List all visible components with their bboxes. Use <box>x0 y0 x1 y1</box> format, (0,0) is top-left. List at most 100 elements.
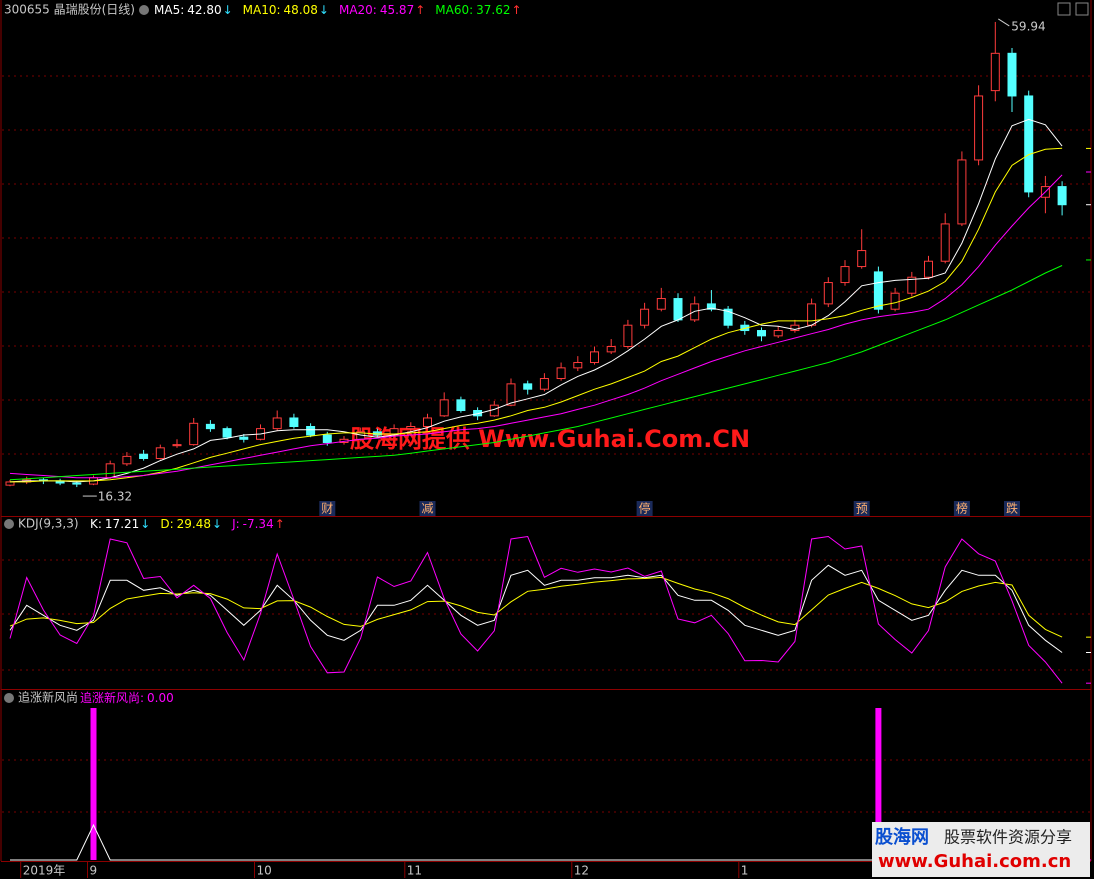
candle-body <box>623 324 633 348</box>
event-label: 预 <box>856 502 868 516</box>
candle-body <box>155 447 165 459</box>
watermark: 股海网提供 Www.Guhai.Com.CN <box>350 425 750 453</box>
event-label: 停 <box>639 501 651 516</box>
candle-body <box>222 428 232 438</box>
logo-slogan: 股票软件资源分享 <box>944 828 1072 847</box>
candle-body <box>690 303 700 321</box>
event-box <box>953 501 970 516</box>
x-tick-label: 10 <box>257 864 272 878</box>
candle-body <box>723 308 733 326</box>
legend-name: 追涨新风尚: <box>80 690 144 705</box>
event-label: 榜 <box>956 501 968 516</box>
candle-body <box>322 434 332 443</box>
signal-bar <box>90 708 97 860</box>
candle-body <box>456 399 466 412</box>
event-box <box>319 501 336 516</box>
candle-body <box>924 260 933 278</box>
candle-body <box>840 266 850 284</box>
candle-body <box>139 453 149 459</box>
candle-body <box>189 422 199 446</box>
event-label: 跌 <box>1006 501 1018 516</box>
candle-body <box>673 298 683 321</box>
candle-body <box>807 303 817 326</box>
x-tick-label: 1 <box>741 864 749 878</box>
kdj-line <box>9 576 1063 638</box>
candle-body <box>957 159 967 225</box>
candle-body <box>556 367 566 380</box>
x-tick-label: 9 <box>90 864 98 878</box>
menu-icon[interactable] <box>139 5 149 15</box>
legend-value: 29.48 <box>177 517 211 531</box>
legend: K: 17.21↓ D: 29.48↓ J: -7.34↑ <box>90 517 285 531</box>
legend-trend: ↑ <box>415 3 425 17</box>
event-box <box>853 501 870 516</box>
legend-value: 45.87 <box>380 3 414 17</box>
frame <box>0 0 1092 862</box>
candle-body <box>890 292 900 310</box>
x-tick-label: 12 <box>574 864 589 878</box>
candle-body <box>423 417 432 428</box>
candle-body <box>172 444 182 447</box>
candle-body <box>656 298 666 310</box>
window-button[interactable] <box>1057 2 1071 16</box>
candle-body <box>640 308 650 326</box>
ma-line <box>9 174 1063 479</box>
legend: MA5: 42.80↓ MA10: 48.08↓ MA20: 45.87↑ MA60: 37.… <box>154 3 522 17</box>
logo-brand: 股海网 <box>874 826 929 848</box>
panel-title: 追涨新风尚 <box>18 690 78 705</box>
legend-value: -7.34 <box>243 517 274 531</box>
event-label: 减 <box>421 502 433 516</box>
candle-body <box>289 417 299 428</box>
candle-body <box>1057 186 1067 206</box>
ma-line <box>9 265 1063 481</box>
event-box <box>419 501 436 516</box>
candle-body <box>439 399 449 417</box>
legend-trend: ↑ <box>275 517 285 531</box>
candle-body <box>406 426 416 430</box>
candle-body <box>72 482 82 485</box>
x-tick-label: 11 <box>407 864 422 878</box>
legend-name: MA60: <box>435 3 473 17</box>
candle-body <box>239 436 249 440</box>
candle-body <box>5 481 15 486</box>
logo-url: www.Guhai.com.cn <box>878 851 1071 872</box>
legend-trend: ↑ <box>512 3 522 17</box>
legend-trend: ↓ <box>140 517 150 531</box>
x-tick-label: 2019年 <box>23 864 66 878</box>
event-box <box>1004 501 1020 516</box>
menu-icon[interactable] <box>4 693 14 703</box>
candle-body <box>823 282 833 305</box>
candle-body <box>1024 95 1034 193</box>
candle-body <box>105 463 115 479</box>
signal-bar <box>875 708 882 860</box>
candle-body <box>974 95 984 161</box>
logo-box <box>872 822 1090 877</box>
candle-body <box>990 52 1000 92</box>
candle-body <box>757 330 766 337</box>
candle-body <box>272 417 282 430</box>
candle-body <box>773 330 783 337</box>
legend: 追涨新风尚: 0.00 <box>80 690 174 705</box>
high-arrow <box>998 18 1010 27</box>
candle-body <box>857 250 867 268</box>
candle-body <box>590 351 599 364</box>
ma-line <box>10 147 1063 483</box>
candle-body <box>573 362 583 369</box>
candle-body <box>706 303 716 310</box>
legend-trend: ↓ <box>319 3 329 17</box>
legend-name: MA20: <box>339 3 377 17</box>
low-label: 16.32 <box>98 490 132 504</box>
candle-body <box>523 383 533 390</box>
legend-name: J: <box>231 517 240 531</box>
legend-value: 48.08 <box>284 3 318 17</box>
candle-body <box>306 426 316 436</box>
candle-body <box>790 324 800 332</box>
window-button[interactable] <box>1075 2 1089 16</box>
legend-value: 42.80 <box>187 3 221 17</box>
legend-name: D: <box>160 517 173 531</box>
legend-value: 0.00 <box>147 691 174 705</box>
menu-icon[interactable] <box>4 519 14 529</box>
legend-name: K: <box>90 517 102 531</box>
